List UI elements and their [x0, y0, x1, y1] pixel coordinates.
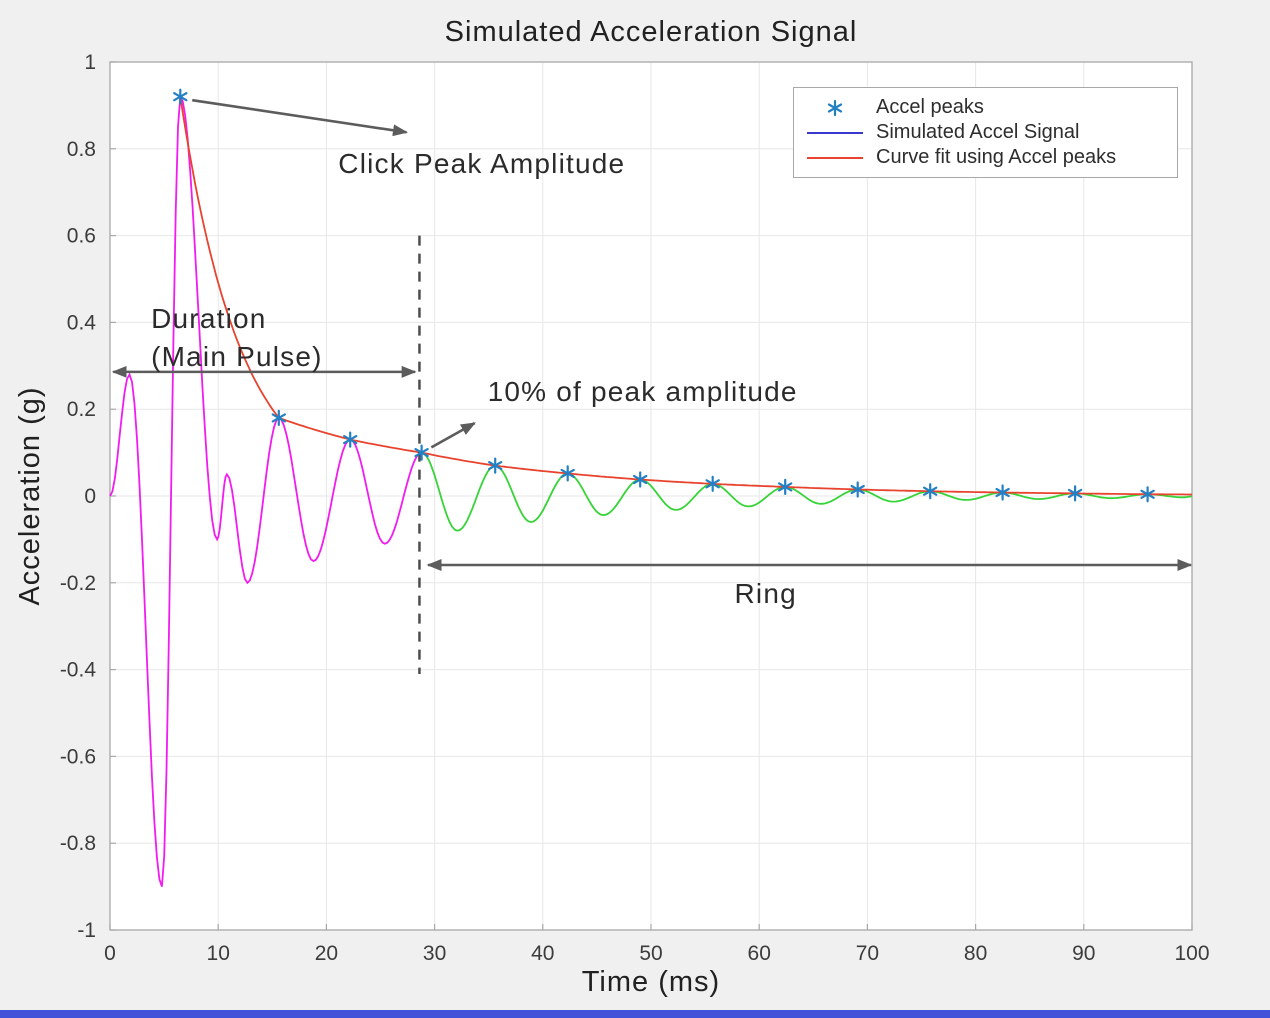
click-peak-amplitude-arrow — [192, 98, 408, 137]
y-tick-label: -0.4 — [60, 659, 97, 682]
duration-main-pulse-label: (Main Pulse) — [151, 341, 323, 372]
peak-marker[interactable] — [173, 88, 188, 105]
peak-marker[interactable] — [414, 444, 429, 461]
peak-marker-arm — [850, 484, 865, 495]
peak-marker-arm — [488, 461, 503, 471]
y-tick-label: 1 — [84, 51, 96, 74]
peak-marker-arm — [560, 468, 575, 478]
peak-marker[interactable] — [995, 484, 1010, 501]
x-tick-label: 20 — [315, 942, 338, 965]
peak-marker-arm — [173, 92, 188, 102]
y-tick-label: -0.6 — [60, 745, 96, 768]
peak-marker-arm — [705, 479, 720, 489]
peak-marker[interactable] — [560, 465, 575, 482]
legend-row-signal: Simulated Accel Signal — [794, 120, 1177, 145]
ten-percent-of-peak-arrow — [430, 421, 476, 449]
y-axis-label: Acceleration (g) — [14, 386, 46, 606]
peak-marker[interactable] — [633, 471, 648, 488]
legend-row-accel-peaks: Accel peaks — [794, 95, 1177, 120]
legend-row-curve-fit: Curve fit using Accel peaks — [794, 145, 1177, 170]
red-line-icon — [794, 156, 876, 160]
peak-marker-arm — [1067, 488, 1083, 498]
legend-label: Curve fit using Accel peaks — [876, 146, 1117, 168]
peak-marker-arm — [633, 474, 648, 485]
peak-marker[interactable] — [1067, 485, 1083, 502]
blue-line-icon — [794, 131, 876, 135]
peak-marker-arm — [343, 435, 358, 445]
x-tick-label: 80 — [964, 942, 987, 965]
peak-marker[interactable] — [778, 478, 793, 495]
legend-label: Accel peaks — [876, 96, 984, 118]
ring-label: Ring — [734, 578, 796, 609]
y-tick-label: 0.6 — [67, 225, 96, 248]
bottom-accent-bar — [0, 1010, 1270, 1018]
click-peak-amplitude-label: Click Peak Amplitude — [338, 148, 625, 179]
peak-marker[interactable] — [705, 475, 720, 492]
peak-marker-arm — [923, 486, 938, 496]
x-tick-label: 0 — [104, 942, 116, 965]
peak-marker[interactable] — [488, 457, 503, 474]
peak-marker-arm — [778, 482, 793, 492]
y-tick-label: 0 — [84, 485, 96, 508]
chart-title: Simulated Acceleration Signal — [444, 16, 858, 48]
y-tick-label: -0.8 — [60, 832, 96, 855]
x-tick-label: 10 — [207, 942, 230, 965]
peak-marker[interactable] — [343, 431, 358, 448]
peak-marker-arm — [414, 448, 429, 458]
y-tick-label: 0.8 — [67, 138, 96, 161]
x-tick-label: 40 — [531, 942, 554, 965]
peak-marker-arm — [1140, 489, 1155, 499]
signal-main-pulse — [109, 93, 422, 887]
duration-main-pulse-label: Duration — [151, 303, 266, 334]
y-tick-label: 0.4 — [67, 311, 97, 334]
peak-marker[interactable] — [850, 481, 865, 498]
x-tick-label: 90 — [1072, 942, 1095, 965]
x-tick-label: 30 — [423, 942, 446, 965]
legend-label: Simulated Accel Signal — [876, 121, 1080, 143]
peak-marker[interactable] — [923, 483, 938, 500]
asterisk-marker-icon — [794, 97, 876, 119]
peak-marker[interactable] — [271, 409, 286, 426]
x-axis-label: Time (ms) — [581, 966, 721, 998]
peak-marker[interactable] — [1140, 486, 1155, 503]
y-tick-label: -1 — [77, 919, 96, 942]
y-tick-label: -0.2 — [60, 572, 96, 595]
legend: Accel peaks Simulated Accel Signal Curve… — [793, 87, 1178, 178]
peak-marker-arm — [271, 413, 286, 423]
x-tick-label: 70 — [856, 942, 879, 965]
peak-marker-arm — [995, 487, 1010, 498]
y-tick-label: 0.2 — [67, 398, 96, 421]
x-tick-label: 50 — [639, 942, 662, 965]
x-tick-label: 100 — [1174, 942, 1209, 965]
ten-percent-of-peak-label: 10% of peak amplitude — [488, 376, 798, 407]
x-tick-label: 60 — [748, 942, 771, 965]
